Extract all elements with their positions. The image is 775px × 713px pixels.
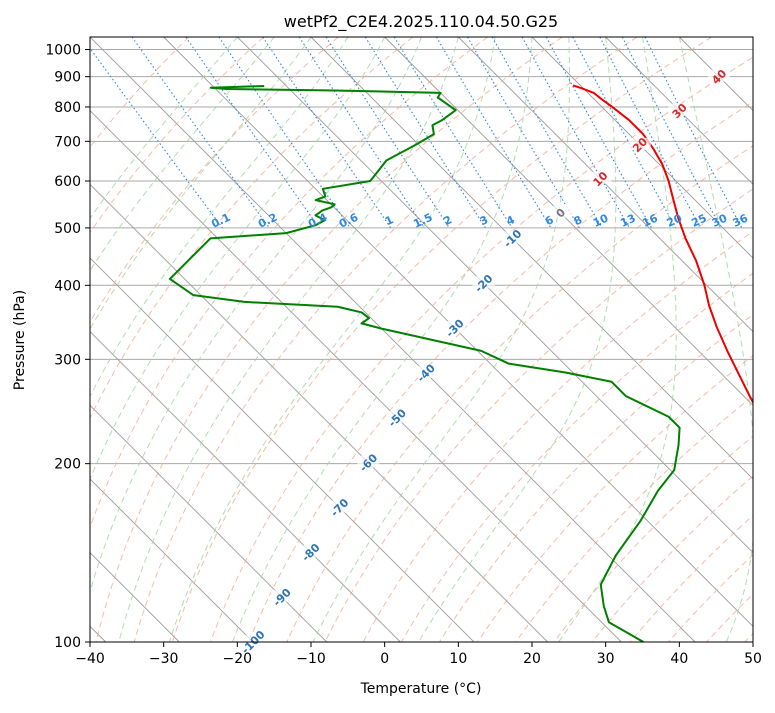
x-tick-label: 20 — [523, 651, 541, 667]
x-tick-label: 10 — [449, 651, 467, 667]
chart-title: wetPf2_C2E4.2025.110.04.50.G25 — [284, 12, 558, 32]
x-tick-label: −10 — [296, 651, 326, 667]
y-tick-label: 400 — [54, 278, 81, 294]
y-tick-label: 100 — [54, 635, 81, 651]
y-tick-label: 700 — [54, 134, 81, 150]
y-tick-label: 600 — [54, 174, 81, 190]
x-tick-label: 0 — [380, 651, 389, 667]
y-tick-label: 1000 — [45, 43, 81, 59]
y-tick-label: 500 — [54, 221, 81, 237]
x-axis-label: Temperature (°C) — [360, 681, 482, 697]
y-axis-label: Pressure (hPa) — [12, 290, 28, 390]
x-tick-label: 50 — [744, 651, 762, 667]
y-tick-label: 300 — [54, 352, 81, 368]
x-tick-label: 30 — [597, 651, 615, 667]
x-tick-label: 40 — [670, 651, 688, 667]
x-tick-label: −30 — [149, 651, 179, 667]
x-tick-label: −20 — [223, 651, 253, 667]
y-tick-label: 200 — [54, 457, 81, 473]
x-tick-label: −40 — [75, 651, 105, 667]
y-tick-label: 800 — [54, 100, 81, 116]
y-tick-label: 900 — [54, 70, 81, 86]
